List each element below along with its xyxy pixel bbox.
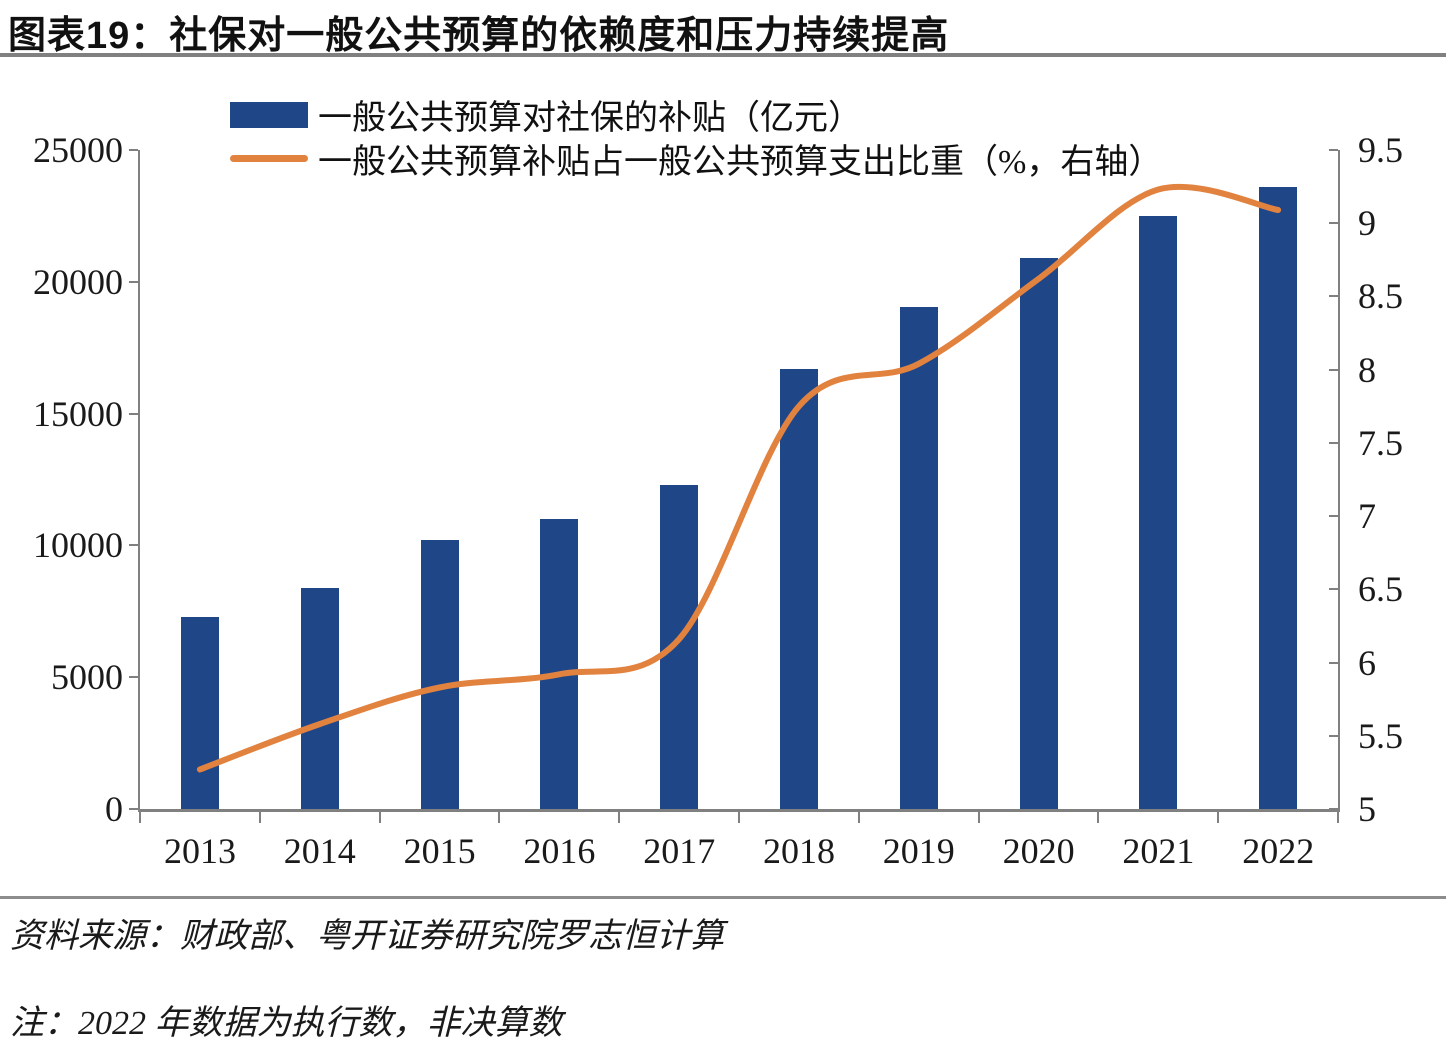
y-axis-label: 10000 bbox=[33, 525, 123, 566]
y-axis-label: 5000 bbox=[51, 657, 123, 698]
right-axis-label: 8 bbox=[1358, 349, 1376, 390]
right-axis-tick bbox=[1329, 441, 1338, 444]
right-axis-label: 5 bbox=[1358, 789, 1376, 829]
y-axis-tick bbox=[129, 808, 138, 810]
right-axis-label: 7 bbox=[1358, 496, 1376, 537]
right-axis-label: 9.5 bbox=[1358, 130, 1403, 170]
x-axis-tick bbox=[738, 812, 740, 823]
right-axis-tick bbox=[1329, 222, 1338, 225]
right-axis-tick bbox=[1329, 149, 1338, 151]
y-axis-label: 25000 bbox=[33, 130, 123, 170]
x-axis-tick bbox=[1217, 812, 1220, 823]
legend-item-bar: 一般公共预算对社保的补贴（亿元） bbox=[230, 90, 862, 139]
right-axis-tick bbox=[1329, 368, 1338, 371]
y-axis-tick bbox=[129, 544, 138, 547]
x-axis-label-2021: 2021 bbox=[1122, 831, 1195, 871]
right-axis-tick bbox=[1329, 734, 1338, 737]
x-axis-tick bbox=[139, 812, 141, 823]
right-axis-label: 8.5 bbox=[1358, 276, 1403, 317]
bar-2015 bbox=[420, 540, 459, 809]
x-axis-tick bbox=[378, 812, 381, 823]
right-axis-tick bbox=[1329, 661, 1338, 664]
x-axis-label-2014: 2014 bbox=[283, 831, 356, 871]
right-axis-tick bbox=[1329, 808, 1338, 810]
line-series-label: 一般公共预算补贴占一般公共预算支出比重（%，右轴） bbox=[318, 143, 1163, 181]
x-axis-tick bbox=[1097, 812, 1100, 823]
right-axis-label: 7.5 bbox=[1358, 422, 1403, 463]
x-axis-label-2015: 2015 bbox=[403, 831, 476, 871]
data-note: 注：2022 年数据为执行数，非决算数 bbox=[10, 1005, 563, 1042]
right-axis-label: 6 bbox=[1358, 642, 1376, 683]
y-axis-left bbox=[138, 150, 140, 812]
x-axis-label-2018: 2018 bbox=[763, 831, 835, 871]
right-axis-label: 9 bbox=[1358, 203, 1376, 244]
x-axis-tick bbox=[258, 812, 261, 823]
y-axis-label: 20000 bbox=[33, 261, 123, 302]
y-axis-tick bbox=[129, 412, 138, 415]
source-note: 资料来源：财政部、粤开证券研究院罗志恒计算 bbox=[10, 918, 724, 955]
x-axis bbox=[138, 809, 1340, 812]
y-axis-tick bbox=[129, 149, 138, 151]
x-axis-label-2017: 2017 bbox=[643, 831, 716, 871]
bar-2022 bbox=[1259, 186, 1298, 809]
x-axis-tick bbox=[498, 812, 501, 823]
bar-2018 bbox=[779, 368, 818, 809]
x-axis-tick bbox=[977, 812, 980, 823]
bar-2016 bbox=[540, 519, 579, 809]
footer-divider bbox=[0, 896, 1446, 899]
x-axis-label-2020: 2020 bbox=[1002, 831, 1075, 871]
right-axis-tick bbox=[1329, 515, 1338, 518]
legend-item-line: 一般公共预算补贴占一般公共预算支出比重（%，右轴） bbox=[230, 140, 1162, 181]
title-divider bbox=[0, 53, 1446, 57]
bar-2013 bbox=[180, 616, 219, 809]
x-axis-tick bbox=[857, 812, 860, 823]
y-axis-label: 0 bbox=[105, 789, 123, 829]
x-axis-tick bbox=[1337, 812, 1339, 823]
x-axis-label-2022: 2022 bbox=[1242, 831, 1315, 871]
bar-2019 bbox=[899, 306, 938, 809]
x-axis-label-2019: 2019 bbox=[882, 831, 955, 871]
bar-series-swatch bbox=[230, 101, 308, 128]
bar-2021 bbox=[1139, 215, 1178, 809]
chart-title: 图表19：社保对一般公共预算的依赖度和压力持续提高 bbox=[8, 15, 950, 57]
bar-2014 bbox=[300, 587, 339, 809]
right-axis-label: 5.5 bbox=[1358, 715, 1403, 756]
bar-2017 bbox=[660, 484, 699, 809]
bar-series-label: 一般公共预算对社保的补贴（亿元） bbox=[318, 100, 862, 137]
x-axis-label-2016: 2016 bbox=[523, 831, 596, 871]
y-axis-tick bbox=[129, 280, 138, 283]
right-axis-tick bbox=[1329, 295, 1338, 298]
bar-2020 bbox=[1019, 258, 1058, 809]
right-axis-tick bbox=[1329, 588, 1338, 591]
right-axis-label: 6.5 bbox=[1358, 569, 1403, 610]
line-series-swatch bbox=[230, 154, 308, 162]
y-axis-tick bbox=[129, 676, 138, 679]
y-axis-label: 15000 bbox=[33, 393, 123, 434]
x-axis-tick bbox=[618, 812, 621, 823]
y-axis-right bbox=[1338, 150, 1340, 812]
x-axis-label-2013: 2013 bbox=[164, 831, 236, 871]
